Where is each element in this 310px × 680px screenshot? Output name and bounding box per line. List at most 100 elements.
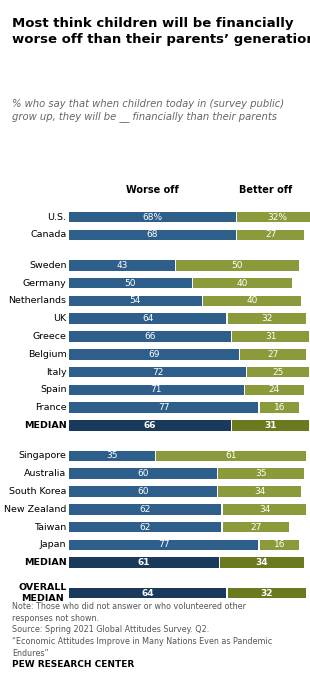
Bar — [218, 469, 304, 479]
Text: 50: 50 — [125, 279, 136, 288]
Bar — [232, 420, 309, 431]
Text: 34: 34 — [254, 487, 265, 496]
Bar — [237, 230, 304, 240]
Text: 64: 64 — [142, 314, 153, 323]
Bar — [69, 486, 216, 497]
Text: Spain: Spain — [40, 386, 66, 394]
Text: PEW RESEARCH CENTER: PEW RESEARCH CENTER — [12, 660, 135, 668]
Text: 71: 71 — [150, 386, 162, 394]
Text: 61: 61 — [225, 452, 237, 460]
Text: 27: 27 — [250, 523, 262, 532]
Text: New Zealand: New Zealand — [4, 505, 66, 514]
Bar — [69, 230, 236, 240]
Bar — [223, 522, 289, 532]
Bar — [69, 504, 221, 515]
Text: 34: 34 — [259, 505, 270, 514]
Bar — [193, 277, 291, 288]
Bar — [69, 331, 231, 342]
Text: Japan: Japan — [40, 541, 66, 549]
Text: 66: 66 — [144, 332, 156, 341]
Bar — [69, 277, 192, 288]
Text: 40: 40 — [237, 279, 248, 288]
Bar — [69, 403, 258, 413]
Text: 27: 27 — [268, 350, 279, 359]
Bar — [203, 296, 301, 306]
Text: South Korea: South Korea — [9, 487, 66, 496]
Bar — [259, 403, 299, 413]
Bar — [69, 211, 236, 222]
Text: UK: UK — [53, 314, 66, 323]
Bar — [69, 313, 226, 324]
Text: MEDIAN: MEDIAN — [24, 558, 66, 567]
Text: Sweden: Sweden — [29, 260, 66, 270]
Bar — [259, 540, 299, 550]
Bar — [220, 558, 304, 568]
Text: Taiwan: Taiwan — [34, 523, 66, 532]
Text: 25: 25 — [272, 368, 284, 377]
Text: 16: 16 — [273, 541, 285, 549]
Text: MEDIAN: MEDIAN — [24, 421, 66, 430]
Text: 32: 32 — [261, 589, 273, 598]
Text: 54: 54 — [130, 296, 141, 305]
Bar — [156, 451, 306, 461]
Text: 77: 77 — [158, 403, 169, 412]
Bar — [69, 420, 231, 431]
Text: 32%: 32% — [267, 213, 287, 222]
Text: Australia: Australia — [24, 469, 66, 478]
Bar — [69, 367, 246, 377]
Text: Canada: Canada — [30, 231, 66, 239]
Text: 40: 40 — [246, 296, 258, 305]
Bar — [69, 451, 155, 461]
Text: U.S.: U.S. — [47, 213, 66, 222]
Text: 69: 69 — [148, 350, 160, 359]
Text: Better off: Better off — [239, 186, 292, 195]
Text: 68: 68 — [147, 231, 158, 239]
Bar — [245, 385, 304, 395]
Bar — [218, 486, 301, 497]
Text: France: France — [35, 403, 66, 412]
Text: Most think children will be financially
worse off than their parents’ generation: Most think children will be financially … — [12, 17, 310, 46]
Bar — [69, 349, 239, 360]
Bar — [237, 211, 310, 222]
Bar — [176, 260, 299, 271]
Bar — [69, 588, 226, 598]
Bar — [69, 296, 202, 306]
Text: Belgium: Belgium — [28, 350, 66, 359]
Text: Greece: Greece — [33, 332, 66, 341]
Text: 31: 31 — [264, 421, 277, 430]
Text: 60: 60 — [137, 487, 148, 496]
Text: 16: 16 — [273, 403, 285, 412]
Text: 35: 35 — [106, 452, 118, 460]
Bar — [247, 367, 309, 377]
Text: 35: 35 — [255, 469, 267, 478]
Bar — [223, 504, 306, 515]
Bar — [69, 558, 219, 568]
Text: 64: 64 — [141, 589, 154, 598]
Text: 66: 66 — [144, 421, 156, 430]
Text: 27: 27 — [265, 231, 276, 239]
Text: 72: 72 — [152, 368, 163, 377]
Text: 34: 34 — [256, 558, 268, 567]
Bar — [228, 588, 306, 598]
Text: 50: 50 — [232, 260, 243, 270]
Text: Netherlands: Netherlands — [8, 296, 66, 305]
Bar — [69, 260, 175, 271]
Text: 62: 62 — [140, 523, 151, 532]
Text: 31: 31 — [265, 332, 277, 341]
Bar — [69, 469, 216, 479]
Text: 62: 62 — [140, 505, 151, 514]
Bar — [240, 349, 306, 360]
Text: Worse off: Worse off — [126, 186, 179, 195]
Text: 77: 77 — [158, 541, 169, 549]
Text: Singapore: Singapore — [19, 452, 66, 460]
Text: 32: 32 — [261, 314, 272, 323]
Text: 61: 61 — [138, 558, 150, 567]
Text: 24: 24 — [269, 386, 280, 394]
Bar — [232, 331, 309, 342]
Text: OVERALL
MEDIAN: OVERALL MEDIAN — [18, 583, 66, 602]
Text: 68%: 68% — [143, 213, 163, 222]
Text: Germany: Germany — [23, 279, 66, 288]
Text: Note: Those who did not answer or who volunteered other
responses not shown.
Sou: Note: Those who did not answer or who vo… — [12, 602, 273, 658]
Bar — [228, 313, 306, 324]
Text: 60: 60 — [137, 469, 148, 478]
